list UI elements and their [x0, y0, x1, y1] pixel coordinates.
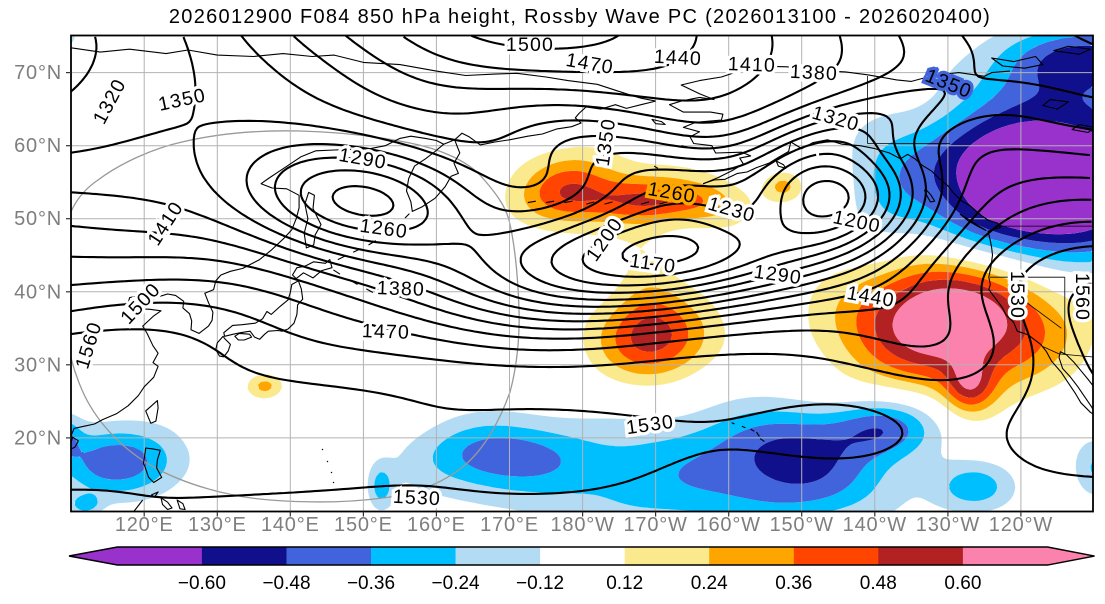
svg-text:140°E: 140°E [261, 514, 320, 536]
svg-text:120°W: 120°W [989, 514, 1053, 536]
svg-text:1530: 1530 [1006, 271, 1028, 319]
svg-text:170°W: 170°W [623, 514, 687, 536]
svg-text:0.48: 0.48 [860, 573, 897, 594]
svg-text:−0.36: −0.36 [347, 573, 395, 594]
svg-text:1530: 1530 [392, 486, 441, 510]
svg-text:150°E: 150°E [334, 514, 393, 536]
svg-text:150°W: 150°W [770, 514, 834, 536]
svg-text:1380: 1380 [789, 61, 838, 85]
svg-text:0.24: 0.24 [691, 573, 728, 594]
svg-text:170°E: 170°E [480, 514, 539, 536]
svg-text:−0.12: −0.12 [516, 573, 564, 594]
svg-text:−0.48: −0.48 [262, 573, 310, 594]
svg-text:180°W: 180°W [550, 514, 614, 536]
svg-text:30°N: 30°N [14, 354, 62, 376]
svg-text:1560: 1560 [1071, 273, 1093, 321]
svg-text:60°N: 60°N [14, 135, 62, 157]
svg-text:2026012900 F084 850 hPa height: 2026012900 F084 850 hPa height, Rossby W… [169, 6, 991, 28]
svg-text:120°E: 120°E [115, 514, 174, 536]
svg-text:130°W: 130°W [916, 514, 980, 536]
svg-text:0.12: 0.12 [606, 573, 643, 594]
svg-text:160°E: 160°E [407, 514, 466, 536]
svg-text:1470: 1470 [362, 320, 411, 344]
svg-text:0.60: 0.60 [944, 573, 981, 594]
svg-text:70°N: 70°N [14, 62, 62, 84]
svg-text:140°W: 140°W [843, 514, 907, 536]
svg-text:1440: 1440 [653, 46, 702, 70]
svg-text:20°N: 20°N [14, 427, 62, 449]
svg-text:1410: 1410 [728, 53, 777, 77]
svg-text:40°N: 40°N [14, 281, 62, 303]
svg-text:−0.60: −0.60 [178, 573, 226, 594]
svg-text:160°W: 160°W [697, 514, 761, 536]
svg-text:0.36: 0.36 [775, 573, 812, 594]
svg-text:1380: 1380 [377, 277, 426, 301]
svg-text:1500: 1500 [506, 34, 554, 56]
svg-text:130°E: 130°E [188, 514, 247, 536]
svg-text:−0.24: −0.24 [432, 573, 481, 594]
svg-text:50°N: 50°N [14, 208, 62, 230]
